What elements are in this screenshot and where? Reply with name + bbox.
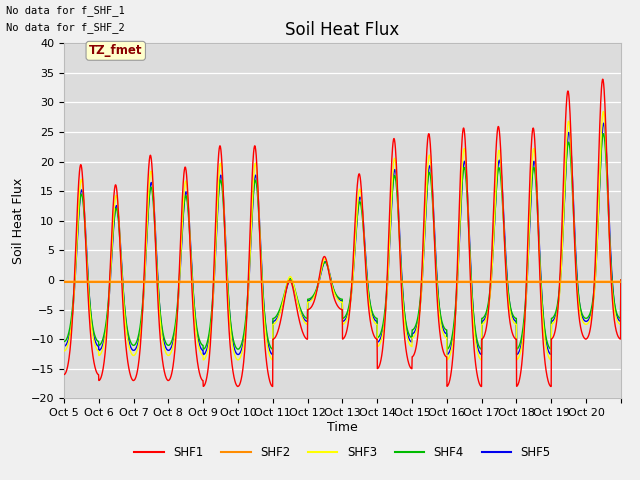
X-axis label: Time: Time xyxy=(327,421,358,434)
Line: SHF5: SHF5 xyxy=(64,123,621,355)
SHF3 xyxy=(600,108,607,114)
SHF1 xyxy=(609,308,617,313)
Title: Soil Heat Flux: Soil Heat Flux xyxy=(285,21,399,39)
SHF3 xyxy=(236,355,244,361)
SHF4 xyxy=(60,338,68,344)
SHF4 xyxy=(617,277,625,283)
SHF1 xyxy=(617,277,625,283)
SHF3 xyxy=(60,348,68,354)
SHF5 xyxy=(376,336,384,342)
SHF5 xyxy=(600,120,607,126)
SHF3 xyxy=(542,342,550,348)
SHF5 xyxy=(617,277,625,283)
SHF3 xyxy=(116,228,124,234)
SHF1 xyxy=(547,384,555,389)
SHF4 xyxy=(609,292,617,298)
SHF3 xyxy=(609,299,617,305)
SHF5 xyxy=(510,317,518,323)
SHF1 xyxy=(541,362,549,368)
SHF2 xyxy=(510,279,518,285)
SHF5 xyxy=(236,350,244,356)
SHF4 xyxy=(236,345,244,350)
SHF1 xyxy=(116,233,124,239)
SHF5 xyxy=(542,336,550,342)
SHF5 xyxy=(116,228,124,234)
SHF4 xyxy=(510,314,518,320)
SHF3 xyxy=(200,357,207,363)
SHF5 xyxy=(60,343,68,349)
Text: No data for f_SHF_2: No data for f_SHF_2 xyxy=(6,22,125,33)
SHF4 xyxy=(116,233,124,239)
Legend: SHF1, SHF2, SHF3, SHF4, SHF5: SHF1, SHF2, SHF3, SHF4, SHF5 xyxy=(129,441,556,464)
SHF5 xyxy=(609,291,617,297)
SHF4 xyxy=(600,131,607,136)
SHF4 xyxy=(376,332,384,338)
SHF3 xyxy=(617,277,625,283)
SHF1 xyxy=(376,362,383,368)
Text: TZ_fmet: TZ_fmet xyxy=(89,44,143,57)
SHF3 xyxy=(510,320,518,326)
Line: SHF1: SHF1 xyxy=(64,79,621,386)
SHF1 xyxy=(236,381,244,387)
SHF1 xyxy=(60,372,68,377)
SHF2 xyxy=(617,279,625,285)
SHF4 xyxy=(542,332,550,337)
SHF2 xyxy=(60,279,68,285)
SHF1 xyxy=(510,334,518,340)
SHF2 xyxy=(116,279,124,285)
SHF4 xyxy=(200,346,207,352)
SHF2 xyxy=(541,279,549,285)
Line: SHF3: SHF3 xyxy=(64,111,621,360)
SHF3 xyxy=(376,341,384,347)
SHF2 xyxy=(376,279,383,285)
SHF1 xyxy=(599,76,607,82)
SHF2 xyxy=(609,279,617,285)
Y-axis label: Soil Heat Flux: Soil Heat Flux xyxy=(12,178,25,264)
Line: SHF4: SHF4 xyxy=(64,133,621,349)
Text: No data for f_SHF_1: No data for f_SHF_1 xyxy=(6,5,125,16)
SHF2 xyxy=(236,279,244,285)
SHF5 xyxy=(200,352,207,358)
